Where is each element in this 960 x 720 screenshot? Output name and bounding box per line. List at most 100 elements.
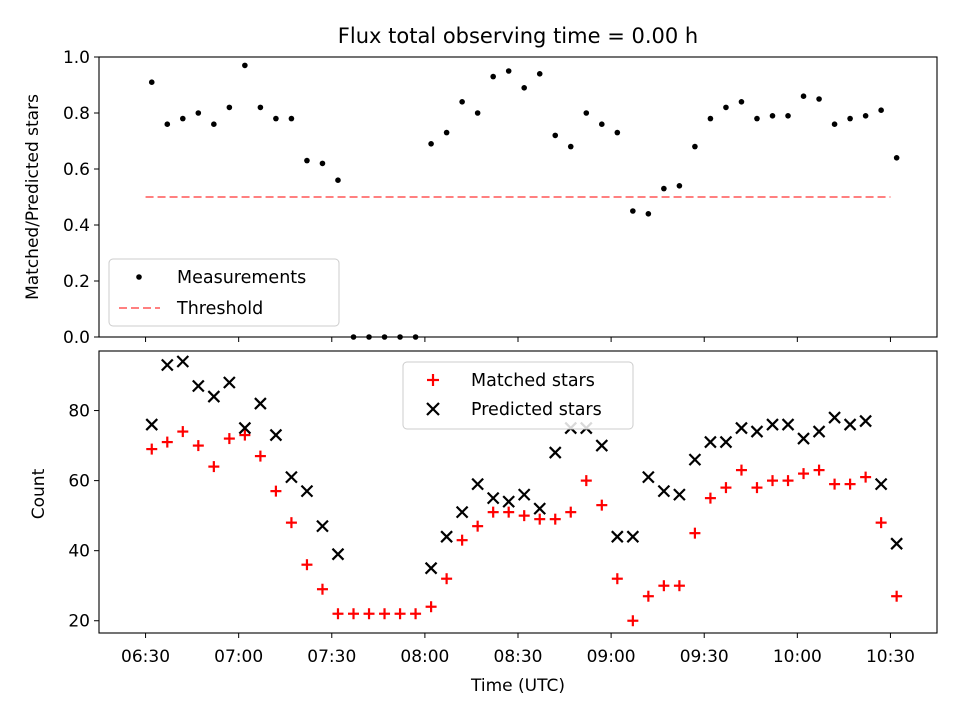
bottom-x-tick-label: 07:00 — [214, 647, 263, 667]
top-y-tick-label: 0.4 — [63, 216, 90, 236]
matched-star-point — [875, 517, 887, 529]
matched-star-point — [316, 583, 328, 595]
predicted-star-point — [766, 418, 779, 431]
predicted-star-point — [548, 446, 562, 459]
predicted-star-point — [269, 428, 283, 442]
measurement-point — [180, 115, 186, 122]
matched-star-point — [332, 608, 344, 620]
bottom-legend-box — [402, 361, 634, 430]
measurement-point — [164, 121, 171, 127]
chart-title: Flux total observing time = 0.00 h — [338, 24, 698, 48]
bottom-x-tick-label: 10:30 — [866, 647, 915, 667]
predicted-star-point — [440, 530, 453, 543]
measurement-point — [335, 177, 341, 183]
legend-matched-label: Matched stars — [471, 371, 595, 391]
bottom-y-ticks: 20 40 60 80 — [68, 402, 99, 632]
predicted-star-point — [719, 435, 733, 449]
measurement-point — [428, 141, 434, 147]
predicted-star-point — [316, 519, 329, 533]
matched-star-point — [565, 506, 577, 518]
measurement-point — [459, 99, 465, 105]
predicted-star-point — [611, 530, 624, 543]
legend-matched-marker — [427, 374, 439, 386]
matched-star-point — [472, 520, 484, 532]
predicted-star-point — [688, 453, 702, 466]
matched-star-point — [348, 608, 360, 620]
measurement-point — [288, 115, 295, 122]
matched-star-point — [503, 506, 515, 518]
measurement-point — [257, 104, 264, 111]
matched-star-point — [860, 471, 872, 483]
predicted-star-point — [735, 421, 748, 435]
matched-star-point — [596, 499, 608, 511]
measurement-point — [490, 73, 496, 80]
top-legend: Measurements Threshold — [108, 258, 340, 327]
matched-star-point — [239, 429, 251, 441]
measurement-points — [148, 62, 900, 340]
matched-star-point — [704, 492, 716, 504]
measurement-point — [707, 115, 714, 122]
top-axes-frame — [98, 56, 938, 338]
predicted-star-point — [502, 495, 515, 508]
matched-star-point — [751, 482, 763, 494]
predicted-star-point — [424, 561, 438, 575]
predicted-star-point — [781, 418, 795, 431]
predicted-star-point — [145, 418, 159, 431]
predicted-star-point — [750, 425, 764, 438]
matched-star-point — [767, 475, 779, 487]
predicted-star-point — [828, 411, 841, 424]
matched-star-point — [658, 580, 670, 592]
measurement-point — [443, 129, 450, 136]
predicted-star-point — [626, 530, 640, 543]
measurement-point — [769, 113, 776, 119]
matched-star-point — [441, 573, 453, 585]
predicted-star-point — [797, 432, 810, 445]
predicted-star-point — [285, 470, 298, 484]
matched-star-point — [254, 450, 266, 462]
matched-star-point — [177, 426, 189, 438]
bottom-x-tick-label: 08:30 — [494, 647, 543, 667]
top-y-tick-label: 1.0 — [63, 48, 90, 68]
measurement-point — [474, 110, 481, 116]
top-panel: 0.0 0.2 0.4 0.6 0.8 1.0 Matched/Predicted sta… — [23, 48, 938, 348]
matched-star-point — [549, 513, 561, 525]
predicted-star-point — [486, 491, 500, 505]
matched-star-point — [456, 534, 468, 546]
predicted-star-point — [642, 470, 655, 484]
predicted-star-point — [874, 477, 888, 491]
predicted-star-point — [890, 537, 903, 550]
matched-star-point — [518, 510, 530, 522]
measurement-point — [599, 121, 605, 127]
measurement-point — [630, 208, 636, 214]
matched-star-point — [425, 601, 437, 613]
measurement-point — [536, 71, 543, 77]
predicted-star-point — [161, 358, 174, 372]
legend-measurements-marker — [136, 274, 142, 280]
measurement-point — [676, 183, 683, 189]
measurement-point — [521, 85, 528, 91]
bottom-x-axis-label: Time (UTC) — [470, 676, 565, 696]
measurement-point — [319, 160, 326, 167]
bottom-x-tick-label: 06:30 — [121, 647, 170, 667]
measurement-point — [878, 107, 884, 113]
matched-star-point — [813, 464, 825, 476]
matched-star-point — [301, 559, 313, 571]
matched-star-point — [798, 468, 810, 480]
measurement-point — [614, 129, 621, 136]
bottom-x-tick-label: 10:00 — [773, 647, 822, 667]
bottom-y-tick-label: 20 — [68, 612, 90, 632]
matched-star-point — [782, 475, 794, 487]
matched-star-point — [410, 608, 422, 620]
predicted-star-point — [300, 484, 314, 498]
predicted-star-point — [192, 379, 205, 393]
measurement-point — [505, 68, 512, 74]
matched-star-point — [720, 482, 732, 494]
matched-star-point — [891, 590, 903, 602]
predicted-star-point — [704, 435, 717, 449]
matched-star-point — [689, 527, 701, 539]
measurement-point — [738, 99, 745, 105]
top-y-ticks: 0.0 0.2 0.4 0.6 0.8 1.0 — [63, 48, 99, 348]
matched-star-point — [487, 506, 499, 518]
